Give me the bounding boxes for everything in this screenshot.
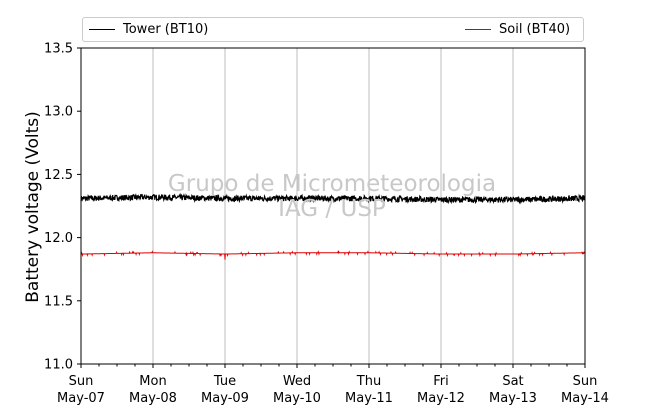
x-tick-label-date: May-12 [417,391,465,406]
y-axis-label: Battery voltage (Volts) [23,111,43,303]
x-tick-label-date: May-14 [561,391,609,406]
series-line-tower [80,192,586,205]
legend-item-tower: Tower (BT10) [89,22,208,37]
y-tick-label: 12.5 [44,168,73,183]
legend-item-soil: Soil (BT40) [465,22,570,37]
x-axis: Sun May-07 Mon May-08 Tue May-09 Wed May-10 Thu M… [57,364,609,406]
y-tick-label: 12.0 [44,231,73,246]
series-line-soil [80,250,585,260]
series-lines [80,192,586,260]
y-axis: 11.0 11.5 12.0 12.5 13.0 13.5 [44,42,81,373]
x-tick-label-day: Thu [356,374,381,389]
x-tick-label-day: Sun [573,374,598,389]
x-tick-label-day: Sat [502,374,523,389]
watermark: Grupo de Micrometeorologia IAG / USP [168,172,496,222]
legend-label-tower: Tower (BT10) [123,22,209,37]
x-tick-label-day: Tue [213,374,236,389]
x-tick-label-day: Wed [283,374,311,389]
x-tick-label-date: May-07 [57,391,105,406]
watermark-line-1: Grupo de Micrometeorologia [167,171,497,197]
x-tick-label-day: Fri [433,374,449,389]
x-tick-label-date: May-13 [489,391,537,406]
watermark-line-2: IAG / USP [278,196,386,222]
x-tick-label-day: Mon [139,374,166,389]
y-tick-label: 13.5 [44,42,73,57]
y-tick-label: 11.5 [44,294,73,309]
legend-label-soil: Soil (BT40) [499,22,571,37]
x-tick-label-date: May-11 [345,391,393,406]
legend-swatch-tower [89,29,115,30]
y-tick-label: 11.0 [44,358,73,373]
x-tick-label-date: May-08 [129,391,177,406]
legend: Tower (BT10) Soil (BT40) [82,17,584,42]
x-tick-label-date: May-09 [201,391,249,406]
x-tick-label-day: Sun [69,374,94,389]
grid-lines [152,48,514,364]
legend-swatch-soil [465,29,491,30]
x-tick-label-date: May-10 [273,391,321,406]
y-tick-label: 13.0 [44,105,73,120]
